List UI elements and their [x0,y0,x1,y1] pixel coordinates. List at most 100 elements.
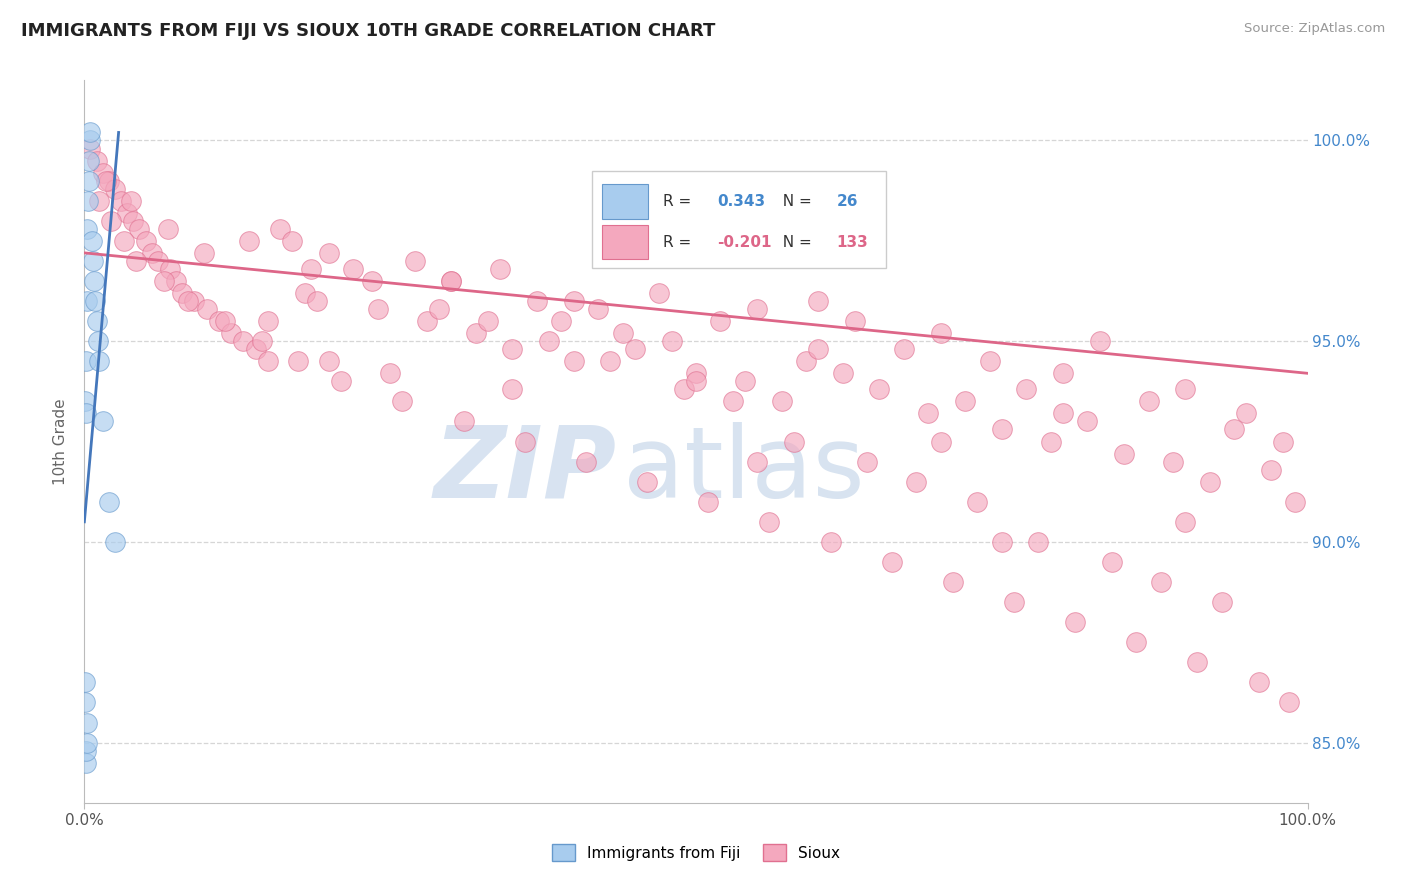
Point [453,415,475,429]
Point [214,314,236,328]
Point [156,222,179,236]
Point [80,234,103,248]
Point [110,194,132,208]
Point [135,234,157,248]
Point [82,254,104,268]
Point [294,285,316,300]
Point [685,367,707,381]
Point [1114,446,1136,460]
Point [146,254,169,268]
Point [112,234,135,248]
Point [550,314,572,328]
Point [966,494,988,508]
Y-axis label: 10th Grade: 10th Grade [53,398,69,485]
FancyBboxPatch shape [602,225,648,260]
Point [489,262,512,277]
Point [929,434,952,449]
Point [880,555,903,569]
Point [269,222,291,236]
Point [1028,535,1050,549]
Point [416,314,439,328]
Point [526,294,548,309]
Point [538,334,561,349]
Text: IMMIGRANTS FROM FIJI VS SIOUX 10TH GRADE CORRELATION CHART: IMMIGRANTS FROM FIJI VS SIOUX 10TH GRADE… [21,22,716,40]
Point [153,274,176,288]
Point [929,326,952,341]
Point [1247,675,1270,690]
Point [125,254,148,268]
Point [991,423,1014,437]
Point [1064,615,1087,630]
Point [1211,595,1233,609]
Text: atlas: atlas [623,422,865,519]
Point [73,394,96,409]
Point [709,314,731,328]
Point [1015,383,1038,397]
Point [96,174,118,188]
Point [77,153,100,168]
Point [440,274,463,288]
Point [942,575,965,590]
Point [75,354,97,368]
Point [79,134,101,148]
Point [404,254,426,268]
Point [318,354,340,368]
Point [685,375,707,389]
Point [91,165,114,179]
Point [1101,555,1123,569]
Point [893,343,915,357]
Point [76,736,98,750]
Point [76,715,98,730]
Point [360,274,382,288]
Point [905,475,928,489]
Point [100,213,122,227]
Point [758,515,780,529]
Point [86,153,108,168]
Point [502,343,524,357]
Point [195,302,218,317]
Point [250,334,273,349]
Point [86,314,108,328]
Text: R =: R = [664,194,696,209]
Point [79,142,101,156]
Point [747,455,769,469]
Point [747,302,769,317]
Point [1278,696,1301,710]
Point [1002,595,1025,609]
Point [599,354,621,368]
Point [807,294,830,309]
Point [513,434,536,449]
Point [75,407,97,421]
Point [979,354,1001,368]
Point [770,394,793,409]
Text: Source: ZipAtlas.com: Source: ZipAtlas.com [1244,22,1385,36]
Point [612,326,634,341]
Point [232,334,254,349]
Point [84,294,107,309]
Point [219,326,242,341]
Point [1125,635,1147,649]
Point [575,455,598,469]
Point [83,274,105,288]
Text: N =: N = [773,194,817,209]
FancyBboxPatch shape [602,185,648,219]
Point [636,475,658,489]
Point [1174,515,1197,529]
Point [721,394,744,409]
Point [1137,394,1160,409]
Point [77,174,100,188]
Point [367,302,389,317]
Point [76,222,98,236]
Point [305,294,328,309]
Point [477,314,499,328]
Point [75,675,97,690]
Point [869,383,891,397]
Point [97,174,120,188]
Point [1236,407,1258,421]
Point [1198,475,1220,489]
Point [165,274,187,288]
Point [1223,423,1246,437]
Point [794,354,817,368]
Point [281,234,304,248]
Point [287,354,309,368]
